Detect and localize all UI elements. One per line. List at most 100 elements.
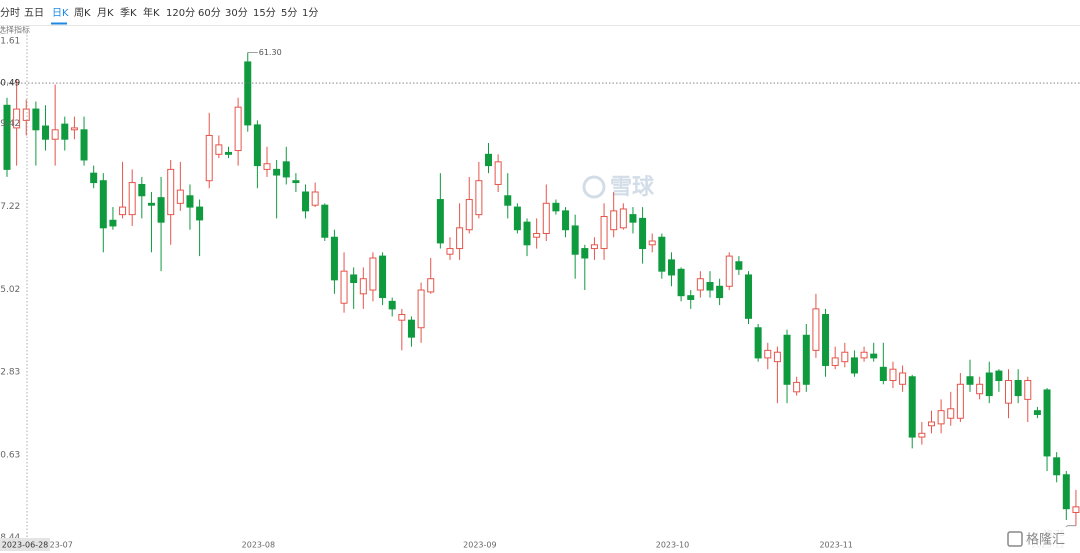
candle-body: [590, 244, 598, 250]
logo-text: 格隆汇: [1026, 532, 1065, 548]
candle-body: [610, 210, 618, 231]
watermark-text: 雪球: [610, 175, 655, 200]
candle-body: [485, 153, 492, 167]
period-tab[interactable]: 120分: [166, 7, 195, 19]
crosshair-date-box: [0, 538, 50, 551]
candle-body: [966, 376, 974, 385]
max-label: 61.30: [259, 48, 282, 57]
candle-body: [109, 219, 117, 227]
x-tick-label: 2023-09: [463, 541, 496, 550]
candle-body: [754, 327, 762, 359]
candle-body: [244, 61, 252, 126]
candle-body: [783, 334, 791, 385]
candle-body: [436, 199, 444, 244]
candle-body: [282, 161, 290, 178]
candle-body: [176, 189, 184, 204]
candle-body: [745, 274, 753, 319]
candle-body: [427, 278, 435, 293]
candle-body: [513, 206, 521, 231]
candle-body: [504, 195, 512, 206]
candle-body: [446, 248, 454, 255]
candle-body: [918, 432, 926, 438]
candle-body: [456, 227, 464, 250]
period-tab[interactable]: 年K: [143, 6, 160, 19]
candle-body: [899, 372, 907, 385]
y-tick-label: 57.22: [0, 202, 20, 212]
candle-body: [398, 314, 406, 321]
candle-body: [542, 202, 550, 234]
period-tabs: 分时 五日 日K 周K 月K 季K 年K 120分 60分 30分 15分 5分 1分: [0, 6, 318, 25]
candle-body: [956, 383, 964, 419]
candle-body: [32, 108, 40, 131]
candle-body: [1053, 457, 1061, 476]
period-tab[interactable]: 周K: [74, 7, 91, 19]
candle-body: [13, 108, 21, 129]
candle-body: [465, 199, 473, 231]
candle-body: [764, 349, 772, 359]
period-tab[interactable]: 分时: [0, 7, 20, 19]
watermark: 雪球: [582, 175, 655, 200]
candle-body: [494, 161, 502, 185]
candle-body: [253, 124, 261, 167]
candle-body: [90, 172, 98, 184]
candle-body: [292, 180, 300, 184]
candle-body: [822, 314, 830, 366]
candle-body: [1014, 380, 1022, 397]
period-tab[interactable]: 季K: [120, 7, 137, 19]
period-tab[interactable]: 1分: [302, 7, 318, 19]
period-tab[interactable]: 日K: [52, 8, 69, 19]
crosshair-value-label: 60.49: [0, 79, 21, 89]
x-tick-label: 2023-07: [39, 541, 72, 550]
candle-body: [523, 221, 531, 246]
logo: 格隆汇: [1004, 528, 1080, 553]
candle-body: [677, 268, 685, 297]
candle-body: [369, 257, 377, 291]
candle-body: [658, 236, 666, 272]
candle-body: [735, 261, 743, 270]
candle-body: [725, 255, 733, 287]
candle-body: [70, 127, 78, 131]
watermark-icon: [582, 175, 606, 199]
period-tab[interactable]: 60分: [198, 7, 221, 19]
candle-body: [475, 180, 483, 216]
indicator-selector[interactable]: 选择指标: [0, 25, 30, 35]
y-tick-label: 61.61: [0, 36, 20, 46]
candle-body: [321, 204, 329, 238]
plot: 61.3048.7561.6159.4257.2255.0252.8350.63…: [0, 28, 1080, 551]
x-tick-label: 2023-11: [819, 541, 852, 550]
candle-body: [350, 274, 358, 283]
candle-body: [196, 206, 204, 221]
candle-body: [234, 106, 242, 152]
candle-body: [167, 168, 175, 216]
candle-body: [42, 125, 50, 140]
candle-body: [889, 368, 897, 382]
candle-body: [976, 383, 984, 395]
candle-body: [340, 270, 348, 304]
candle-body: [224, 151, 232, 155]
crosshair-date-label: 2023-06-28: [2, 541, 49, 550]
candle-body: [947, 408, 955, 419]
candle-body: [639, 217, 647, 250]
candle-body: [157, 197, 165, 223]
candle-body: [831, 357, 839, 366]
period-tab[interactable]: 5分: [281, 7, 297, 19]
y-tick-label: 55.02: [0, 285, 20, 295]
candle-body: [51, 129, 59, 140]
candle-body: [687, 295, 695, 300]
candle-body: [619, 208, 627, 229]
candle-body: [667, 259, 675, 276]
candle-body: [1043, 389, 1051, 457]
candle-body: [812, 308, 820, 351]
candle-body: [1072, 506, 1080, 513]
period-tab[interactable]: 30分: [225, 7, 248, 19]
logo-icon: [1007, 531, 1023, 547]
candle-body: [388, 300, 396, 310]
y-tick-label: 50.63: [0, 450, 20, 460]
candle-body: [985, 372, 993, 397]
period-tab[interactable]: 五日: [24, 8, 44, 19]
candle-body: [407, 319, 415, 338]
period-tab[interactable]: 月K: [97, 7, 114, 19]
period-tab[interactable]: 15分: [253, 7, 276, 19]
candle-body: [870, 353, 878, 359]
candle-body: [3, 104, 11, 170]
